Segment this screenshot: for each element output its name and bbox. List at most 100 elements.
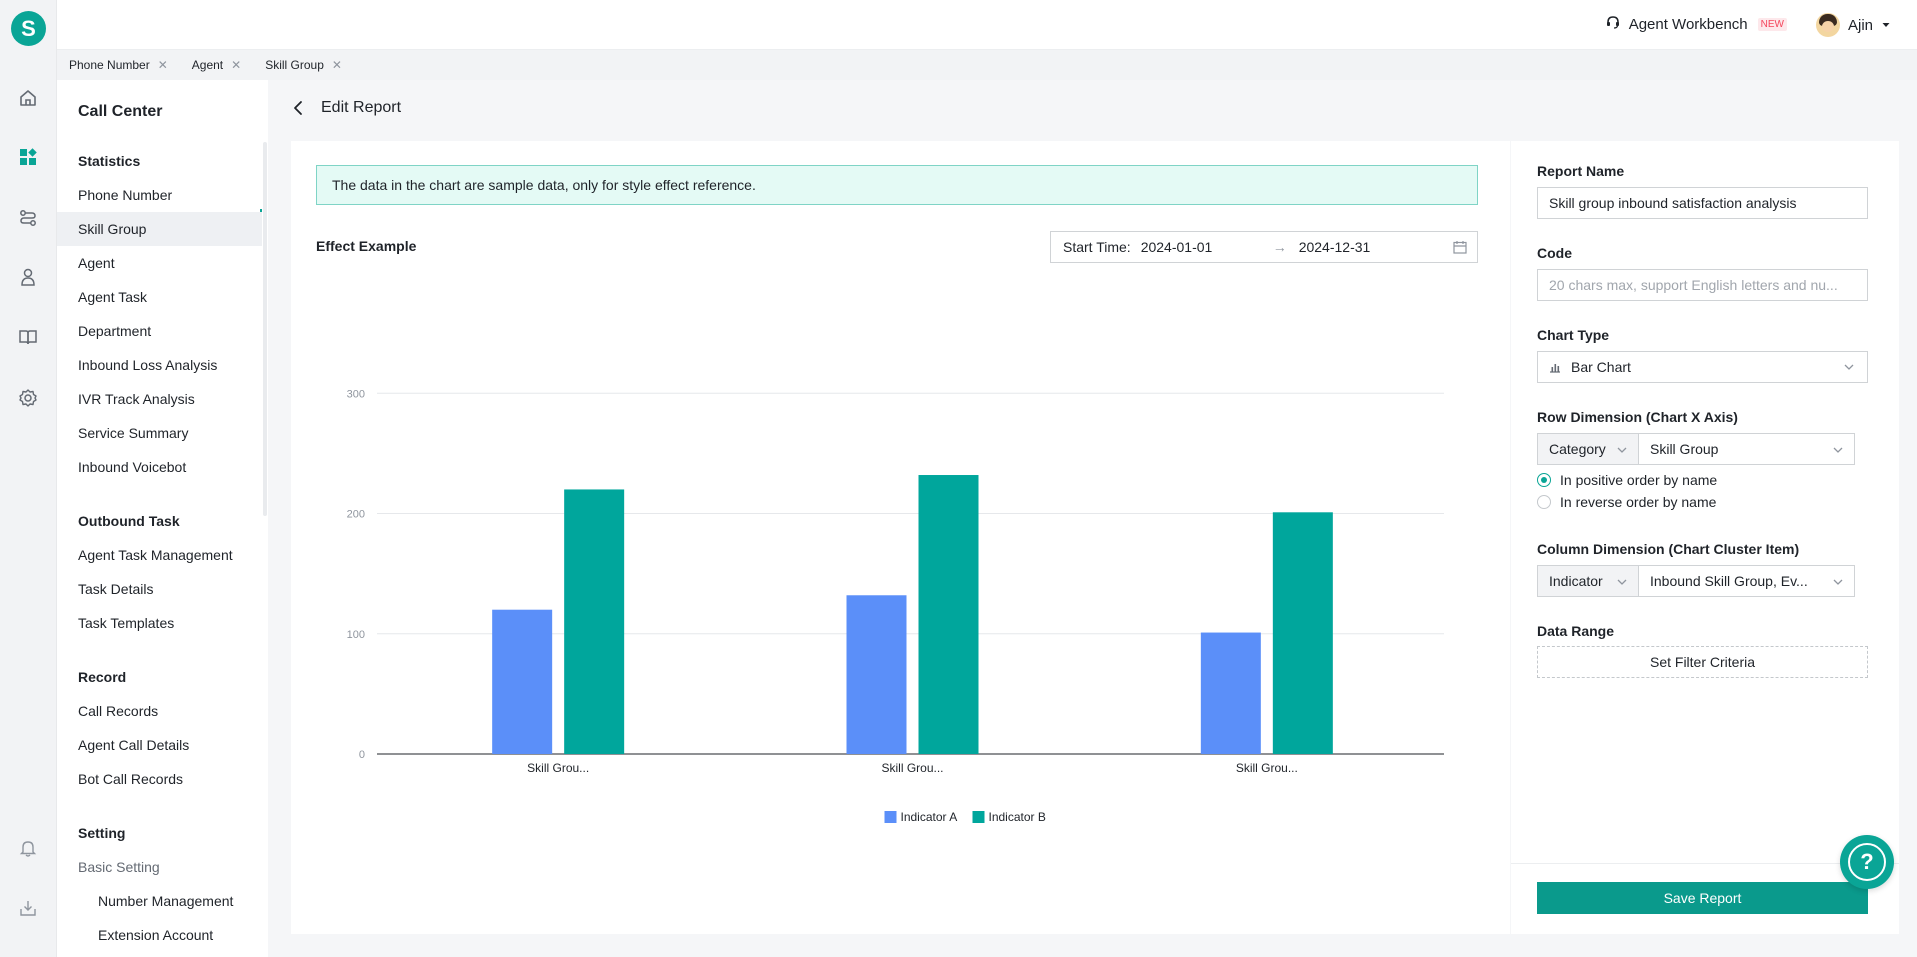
sidebar-item-agent-task-management[interactable]: Agent Task Management	[78, 547, 233, 563]
row-dimension-combo: Category Skill Group	[1537, 433, 1855, 465]
headset-icon	[1605, 14, 1621, 34]
column-dimension-label: Column Dimension (Chart Cluster Item)	[1537, 541, 1800, 557]
home-icon[interactable]	[16, 86, 40, 110]
back-arrow-icon[interactable]	[292, 98, 312, 118]
calendar-icon[interactable]	[1453, 240, 1467, 257]
close-icon[interactable]: ✕	[231, 58, 242, 72]
book-icon[interactable]	[16, 325, 40, 349]
agent-icon[interactable]	[16, 265, 40, 289]
save-bar: Save Report	[1511, 863, 1899, 934]
download-icon[interactable]	[16, 896, 40, 920]
date-range-picker[interactable]: Start Time: 2024-01-01 → 2024-12-31	[1050, 231, 1478, 263]
section-heading-statistics: Statistics	[78, 153, 141, 169]
row-dimension-type: Category	[1549, 441, 1606, 457]
order-positive-radio[interactable]: In positive order by name	[1537, 472, 1717, 488]
sidebar-item-inbound-voicebot[interactable]: Inbound Voicebot	[78, 459, 187, 475]
sidebar-item-call-records[interactable]: Call Records	[78, 703, 159, 719]
date-range-label: Start Time:	[1063, 239, 1131, 255]
tab-skill-group[interactable]: Skill Group ✕	[253, 50, 354, 80]
code-label: Code	[1537, 245, 1572, 261]
tab-agent[interactable]: Agent ✕	[180, 50, 253, 80]
end-date-input[interactable]: 2024-12-31	[1298, 239, 1371, 255]
row-dimension-value-select[interactable]: Skill Group	[1639, 433, 1855, 465]
sidebar-item-task-templates[interactable]: Task Templates	[78, 615, 175, 631]
range-arrow: →	[1272, 239, 1287, 255]
section-heading-setting: Setting	[78, 825, 126, 841]
column-dimension-value-select[interactable]: Inbound Skill Group, Ev...	[1639, 565, 1855, 597]
chevron-down-icon	[1616, 443, 1628, 459]
report-config-panel: Report Name Skill group inbound satisfac…	[1511, 141, 1899, 934]
column-dimension-combo: Indicator Inbound Skill Group, Ev...	[1537, 565, 1855, 597]
page-header: Edit Report	[268, 80, 1917, 140]
settings-icon[interactable]	[16, 386, 40, 410]
start-date-input[interactable]: 2024-01-01	[1140, 239, 1213, 255]
tab-label: Agent	[191, 58, 224, 72]
chevron-down-icon	[1843, 360, 1855, 376]
top-bar: Agent Workbench NEW Ajin	[57, 0, 1917, 50]
report-name-label: Report Name	[1537, 163, 1625, 179]
sidebar-item-agent[interactable]: Agent	[78, 255, 115, 271]
sidebar-item-number-management[interactable]: Number Management	[98, 893, 234, 909]
code-input[interactable]: 20 chars max, support English letters an…	[1537, 269, 1868, 301]
app-logo[interactable]: S	[11, 11, 46, 46]
row-dimension-type-select[interactable]: Category	[1537, 433, 1639, 465]
sidebar-title: Call Center	[78, 103, 163, 120]
sidebar-item-ivr-track-analysis[interactable]: IVR Track Analysis	[78, 391, 195, 407]
routing-icon[interactable]	[16, 206, 40, 230]
order-reverse-radio[interactable]: In reverse order by name	[1537, 494, 1716, 510]
sidebar-group-basic-setting[interactable]: Basic Setting	[78, 859, 160, 875]
sidebar-item-extension-account[interactable]: Extension Account	[98, 927, 214, 943]
icon-rail: S	[0, 0, 57, 957]
sidebar-item-service-summary[interactable]: Service Summary	[78, 425, 189, 441]
tab-phone-number[interactable]: Phone Number ✕	[57, 50, 180, 80]
bar	[564, 489, 625, 754]
chart-type-select[interactable]: Bar Chart	[1537, 351, 1868, 383]
bar	[918, 475, 979, 754]
column-dimension-type-select[interactable]: Indicator	[1537, 565, 1639, 597]
radio-unselected	[1537, 495, 1551, 509]
bar	[1272, 512, 1333, 754]
sidebar-item-agent-call-details[interactable]: Agent Call Details	[78, 737, 190, 753]
sidebar-item-department[interactable]: Department	[78, 323, 152, 339]
bell-icon[interactable]	[16, 836, 40, 860]
help-button[interactable]: ?	[1840, 835, 1894, 889]
x-tick-label: Skill Grou...	[527, 761, 589, 775]
section-heading-record: Record	[78, 669, 127, 685]
sidebar-item-phone-number[interactable]: Phone Number	[78, 187, 173, 203]
sidebar: Call Center Statistics Phone Number Skil…	[57, 80, 268, 957]
dashboard-icon[interactable]	[16, 145, 40, 169]
set-filter-criteria-button[interactable]: Set Filter Criteria	[1537, 646, 1868, 678]
row-dimension-value: Skill Group	[1650, 441, 1719, 457]
radio-selected	[1537, 473, 1551, 487]
new-badge: NEW	[1757, 17, 1787, 31]
legend-label: Indicator A	[901, 810, 958, 824]
column-dimension-value: Inbound Skill Group, Ev...	[1650, 573, 1808, 589]
close-icon[interactable]: ✕	[157, 58, 168, 72]
workbench-label: Agent Workbench	[1628, 15, 1748, 33]
save-report-button[interactable]: Save Report	[1537, 882, 1868, 914]
column-dimension-type: Indicator	[1549, 573, 1603, 589]
x-tick-label: Skill Grou...	[1236, 761, 1298, 775]
legend-swatch	[972, 811, 985, 823]
bar	[1200, 632, 1261, 754]
user-menu[interactable]: Ajin	[1815, 13, 1891, 37]
x-tick-label: Skill Grou...	[881, 761, 943, 775]
bar-chart: 0100200300400Skill Grou...Skill Grou...S…	[347, 388, 1444, 824]
agent-workbench-link[interactable]: Agent Workbench NEW	[1605, 14, 1787, 34]
sidebar-scrollbar[interactable]	[263, 142, 267, 516]
chart-type-value: Bar Chart	[1571, 359, 1631, 375]
sidebar-item-inbound-loss-analysis[interactable]: Inbound Loss Analysis	[78, 357, 218, 373]
sidebar-item-bot-call-records[interactable]: Bot Call Records	[78, 771, 184, 787]
open-tabs-bar: Phone Number ✕ Agent ✕ Skill Group ✕	[57, 50, 1917, 80]
sidebar-item-skill-group[interactable]: Skill Group	[57, 212, 262, 246]
chevron-down-icon	[1616, 575, 1628, 591]
tab-label: Phone Number	[69, 58, 150, 72]
user-name: Ajin	[1847, 16, 1873, 34]
y-tick-label: 0	[359, 749, 365, 761]
sidebar-item-task-details[interactable]: Task Details	[78, 581, 154, 597]
report-name-input[interactable]: Skill group inbound satisfaction analysi…	[1537, 187, 1868, 219]
sidebar-item-agent-task[interactable]: Agent Task	[78, 289, 148, 305]
close-icon[interactable]: ✕	[331, 58, 342, 72]
y-tick-label: 300	[347, 388, 365, 400]
sample-data-notice: The data in the chart are sample data, o…	[316, 165, 1478, 205]
